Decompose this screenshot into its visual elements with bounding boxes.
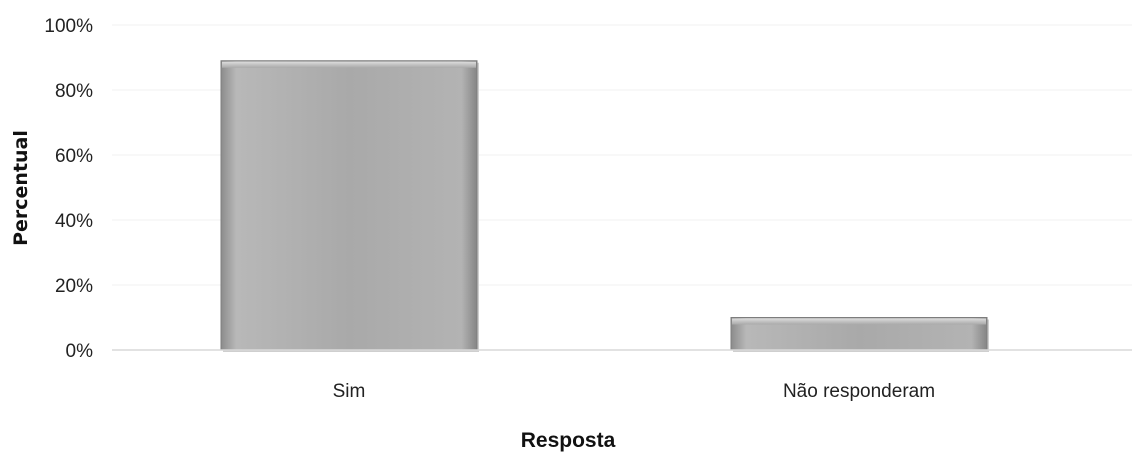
y-tick-label: 100% [44, 16, 93, 37]
bar-top-bevel [732, 318, 986, 325]
bar-0 [220, 60, 479, 352]
bar-top-bevel [222, 61, 476, 68]
bars [220, 60, 989, 352]
bar [220, 60, 478, 351]
y-tick-label: 80% [55, 81, 93, 102]
bar-1 [730, 317, 989, 352]
y-tick-label: 40% [55, 211, 93, 232]
y-axis-ticks: 0% 20% 40% 60% 80% 100% [44, 16, 93, 362]
x-category-label: Sim [333, 381, 366, 402]
y-tick-label: 0% [66, 341, 94, 362]
x-category-label: Não responderam [783, 381, 935, 402]
y-tick-label: 60% [55, 146, 93, 167]
y-tick-label: 20% [55, 276, 93, 297]
x-axis-title: Resposta [521, 429, 616, 452]
x-axis-categories: Sim Não responderam [333, 381, 935, 402]
y-axis-title: Percentual [10, 130, 32, 246]
